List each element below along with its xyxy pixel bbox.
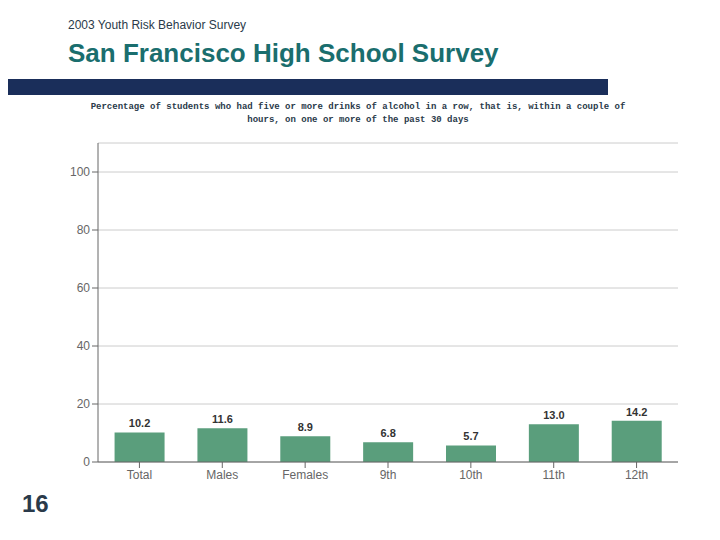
html-text:San Francisco High School Surv: San Francisco High School Survey xyxy=(68,38,499,68)
svg-text:20: 20 xyxy=(77,397,91,411)
svg-text:80: 80 xyxy=(77,223,91,237)
svg-text:40: 40 xyxy=(77,339,91,353)
svg-text:0: 0 xyxy=(83,455,90,469)
svg-text:60: 60 xyxy=(77,281,91,295)
svg-text:8.9: 8.9 xyxy=(298,421,313,433)
svg-text:10.2: 10.2 xyxy=(129,417,150,429)
html-text:2003 Youth Risk Behavior Surve: 2003 Youth Risk Behavior Survey xyxy=(68,18,247,32)
svg-text:14.2: 14.2 xyxy=(626,406,647,418)
svg-text:Males: Males xyxy=(206,468,238,482)
svg-text:13.0: 13.0 xyxy=(543,409,564,421)
svg-text:5.7: 5.7 xyxy=(463,430,478,442)
html-text:hours, on one or more of the p: hours, on one or more of the past 30 day… xyxy=(247,115,469,125)
svg-text:10th: 10th xyxy=(459,468,482,482)
svg-text:12th: 12th xyxy=(625,468,648,482)
svg-text:Total: Total xyxy=(127,468,152,482)
svg-text:11th: 11th xyxy=(542,468,564,482)
html-text:Percentage of students who had: Percentage of students who had five or m… xyxy=(90,102,626,112)
svg-text:6.8: 6.8 xyxy=(380,427,395,439)
svg-text:11.6: 11.6 xyxy=(212,413,233,425)
svg-text:9th: 9th xyxy=(380,468,397,482)
svg-text:Females: Females xyxy=(282,468,328,482)
svg-text:100: 100 xyxy=(70,165,90,179)
html-text:16: 16 xyxy=(22,490,49,517)
